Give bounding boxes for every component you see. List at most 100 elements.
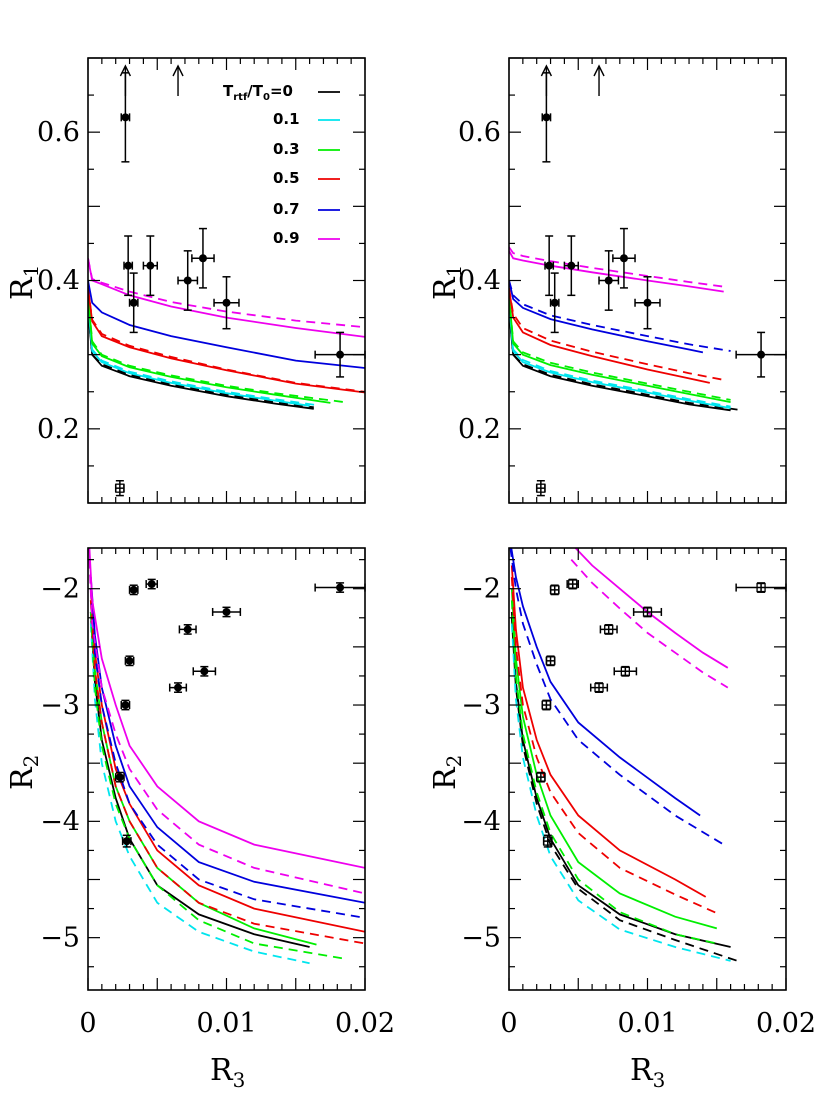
panel-bottom-left: −5 −4 −3 −2 0 0.01 0.02 <box>40 547 395 1039</box>
data-point-3 <box>599 624 618 635</box>
dot-marker <box>200 667 209 676</box>
dot-marker <box>545 261 554 270</box>
data-point-3 <box>563 235 579 297</box>
square-marker <box>642 607 653 617</box>
x-axis-title-bottom-left: R3 <box>210 1053 245 1092</box>
data-point-5 <box>191 227 215 289</box>
svg-text:R1: R1 <box>428 265 466 300</box>
square-marker <box>536 483 546 493</box>
series-line-9 <box>88 258 365 338</box>
series-line-5 <box>89 600 365 945</box>
series-line-6 <box>89 577 365 904</box>
legend-label-1: 0.1 <box>273 110 300 128</box>
dot-marker <box>619 254 628 263</box>
curves-bottom-right <box>509 548 738 962</box>
svg-text:R2: R2 <box>428 755 466 790</box>
data-point-5 <box>612 227 636 289</box>
series-line-4 <box>509 295 731 403</box>
y-tick-label: −3 <box>40 690 80 721</box>
y-tick-label: 0.4 <box>458 266 501 297</box>
x-tick-label: 0 <box>500 1008 517 1039</box>
series-line-8 <box>509 280 704 354</box>
y-tick-label: −5 <box>461 923 501 954</box>
data-point-5 <box>192 665 217 677</box>
dot-marker <box>147 580 156 589</box>
legend-label-4: 0.7 <box>273 200 300 218</box>
series-line-7 <box>89 588 365 919</box>
data-point-7 <box>120 699 131 711</box>
y-tick-label: −5 <box>40 923 80 954</box>
y-tick-label: −2 <box>461 574 501 605</box>
y-tick-label: −2 <box>40 574 80 605</box>
lower-limit-arrow-0 <box>540 64 553 96</box>
series-line-3 <box>88 302 317 406</box>
series-line-8 <box>509 548 725 846</box>
dot-marker <box>336 583 345 592</box>
data-point-6 <box>634 276 661 330</box>
x-tick-label: 0.02 <box>756 1008 816 1039</box>
data-point-4 <box>598 250 620 311</box>
lower-limit-arrow-1 <box>172 64 184 96</box>
data-point-4 <box>124 655 135 667</box>
series-line-10 <box>88 258 365 329</box>
series-line-7 <box>510 548 701 817</box>
square-marker <box>536 772 546 782</box>
series-line-1 <box>89 623 310 965</box>
y-tick-label: 0.4 <box>37 266 80 297</box>
square-marker <box>545 656 556 666</box>
y-axis-title-bottom-right: R2 <box>428 755 466 790</box>
data-point-10 <box>314 582 366 593</box>
series-line-4 <box>88 295 331 404</box>
data-point-9 <box>542 834 553 848</box>
series-line-3 <box>510 588 718 930</box>
dot-marker <box>121 113 130 122</box>
arrow-head <box>172 64 184 77</box>
data-point-8 <box>535 771 546 783</box>
legend-title: Trtf/T0=0 <box>223 82 293 103</box>
arrow-head <box>119 64 132 77</box>
data-point-2 <box>211 606 242 618</box>
data-point-6 <box>168 682 188 693</box>
data-point-5 <box>613 665 638 677</box>
panel-bottom-right: −5 −4 −3 −2 0 0.01 0.02 <box>461 547 816 1039</box>
data-point-8 <box>535 480 546 497</box>
square-marker <box>550 585 560 595</box>
dot-marker <box>183 625 192 634</box>
series-line-5 <box>509 295 731 401</box>
lower-limit-arrow-0 <box>119 64 132 96</box>
data-point-3 <box>142 235 158 297</box>
arrow-head <box>593 64 605 77</box>
data-point-0 <box>549 584 560 596</box>
data-point-0 <box>128 584 139 596</box>
dot-marker <box>125 656 134 665</box>
dot-marker <box>122 837 131 846</box>
dot-marker <box>129 298 138 307</box>
dot-marker <box>643 298 652 307</box>
data-point-10 <box>735 582 787 593</box>
series-line-5 <box>88 295 345 403</box>
series-line-1 <box>509 310 738 411</box>
series-line-7 <box>509 287 724 381</box>
svg-text:R2: R2 <box>5 755 43 790</box>
series-line-7 <box>88 287 365 393</box>
data-point-2 <box>128 272 139 334</box>
series-line-2 <box>88 302 310 407</box>
legend-label-2: 0.3 <box>273 140 300 158</box>
legend: Trtf/T0=0 0.1 0.3 0.5 0.7 0.9 <box>223 82 340 247</box>
data-point-7 <box>541 699 552 711</box>
dot-marker <box>124 261 133 270</box>
x-tick-label: 0 <box>79 1008 96 1039</box>
dot-marker <box>198 254 207 263</box>
y-tick-label: 0.2 <box>458 414 501 445</box>
dot-marker <box>121 701 130 710</box>
data-point-3 <box>178 624 197 635</box>
series-line-6 <box>510 577 720 916</box>
data-point-2 <box>632 606 663 618</box>
square-marker <box>568 579 578 589</box>
dot-marker <box>550 298 559 307</box>
y-tick-label: 0.6 <box>458 117 501 148</box>
square-marker <box>115 483 125 493</box>
series-line-10 <box>570 559 729 689</box>
x-tick-label: 0.01 <box>617 1008 677 1039</box>
